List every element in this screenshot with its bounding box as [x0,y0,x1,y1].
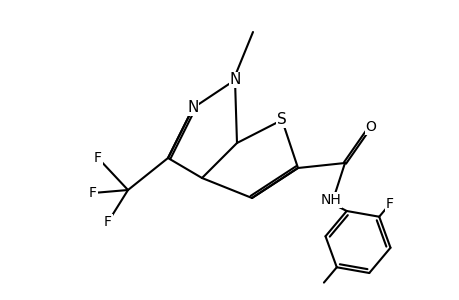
Text: N: N [187,100,198,116]
Text: NH: NH [320,193,341,207]
Text: F: F [104,215,112,229]
Text: N: N [229,73,240,88]
Text: O: O [365,120,375,134]
Text: S: S [276,112,286,128]
Text: F: F [89,186,97,200]
Text: F: F [385,197,392,212]
Text: F: F [94,151,102,165]
